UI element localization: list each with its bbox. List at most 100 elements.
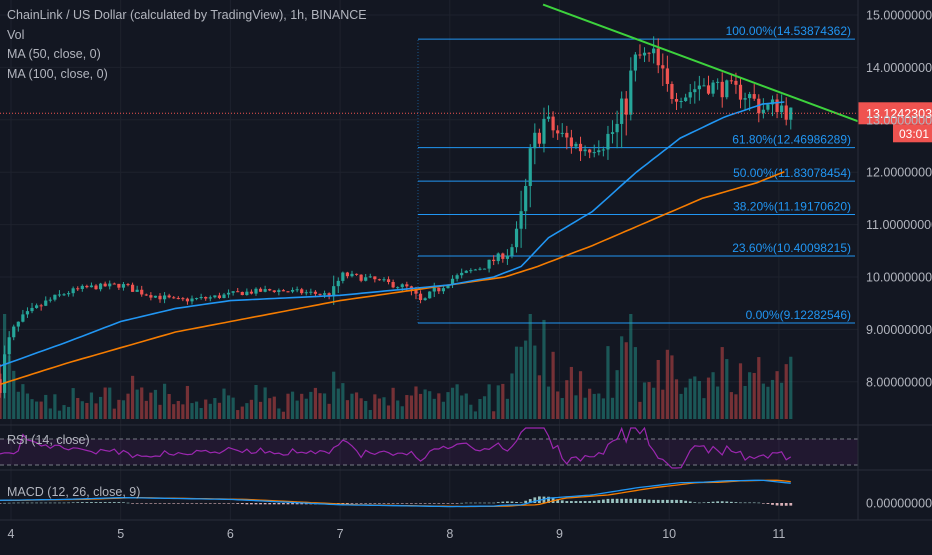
volume-bar bbox=[286, 393, 290, 419]
macd-histogram-bar bbox=[154, 503, 157, 504]
macd-histogram-bar bbox=[771, 503, 774, 505]
macd-histogram-bar bbox=[158, 503, 162, 504]
macd-histogram-bar bbox=[437, 503, 441, 504]
volume-bar bbox=[332, 371, 336, 419]
volume-bar bbox=[684, 387, 688, 419]
macd-histogram-bar bbox=[282, 503, 285, 505]
macd-histogram-bar bbox=[250, 503, 253, 505]
macd-histogram-bar bbox=[784, 503, 788, 506]
candle-body bbox=[446, 284, 450, 289]
volume-bar bbox=[565, 380, 569, 419]
volume-bar bbox=[135, 389, 139, 419]
volume-bar bbox=[482, 396, 487, 419]
candle-body bbox=[702, 85, 706, 87]
macd-histogram-bar bbox=[423, 503, 427, 504]
candle-body bbox=[181, 298, 185, 300]
candle-body bbox=[414, 289, 418, 294]
macd-histogram-bar bbox=[231, 503, 235, 504]
candle-body bbox=[377, 279, 382, 281]
volume-bar bbox=[716, 386, 720, 419]
volume-bar bbox=[158, 404, 162, 419]
candle-body bbox=[738, 84, 743, 100]
candle-body bbox=[194, 298, 199, 300]
macd-axis-label: 0.00000000 bbox=[866, 497, 932, 511]
volume-bar bbox=[642, 382, 647, 419]
macd-histogram-bar bbox=[286, 503, 290, 505]
macd-histogram-bar bbox=[670, 499, 674, 503]
volume-bar bbox=[149, 392, 153, 419]
candle-body bbox=[679, 100, 683, 102]
candle-body bbox=[597, 150, 601, 153]
macd-histogram-bar bbox=[702, 502, 706, 504]
volume-bar bbox=[57, 410, 62, 419]
trendline[interactable] bbox=[542, 3, 862, 124]
volume-bar bbox=[679, 393, 683, 419]
candle-body bbox=[286, 291, 290, 293]
volume-bar bbox=[428, 391, 432, 419]
volume-bar bbox=[743, 385, 747, 419]
candle-body bbox=[318, 293, 322, 295]
volume-bar bbox=[720, 347, 724, 419]
candle-body bbox=[638, 54, 642, 56]
macd-histogram-bar bbox=[579, 501, 582, 503]
volume-bar bbox=[757, 357, 761, 419]
volume-bar bbox=[496, 385, 500, 419]
macd-histogram-bar bbox=[90, 502, 93, 503]
candle-body bbox=[729, 80, 733, 82]
candle-body bbox=[322, 293, 327, 295]
macd-histogram-bar bbox=[473, 502, 477, 504]
candle-body bbox=[400, 284, 404, 288]
volume-bar bbox=[583, 397, 587, 419]
fibonacci-retracement[interactable]: 100.00%(14.53874362) 61.80%(12.46986289) 5… bbox=[417, 24, 855, 324]
macd-histogram-bar bbox=[505, 501, 509, 503]
macd-histogram-bar bbox=[387, 503, 390, 504]
macd-histogram-bar bbox=[277, 503, 281, 505]
candle-body bbox=[222, 294, 226, 299]
candle-body bbox=[153, 295, 158, 298]
volume-bar bbox=[300, 393, 304, 419]
macd-histogram-bar bbox=[112, 502, 116, 503]
candle-body bbox=[327, 293, 331, 297]
time-tick-label: 10 bbox=[662, 527, 676, 541]
price-tick-label: 11.00000000 bbox=[866, 218, 932, 232]
volume-bar bbox=[638, 401, 642, 419]
chart-legend: ChainLink / US Dollar (calculated by Tra… bbox=[7, 6, 367, 84]
ma100-line bbox=[0, 171, 785, 386]
volume-bar bbox=[121, 400, 126, 419]
macd-histogram-bar bbox=[643, 499, 646, 503]
volume-bar bbox=[318, 393, 322, 419]
fib-level-label: 0.00%(9.12282546) bbox=[746, 308, 851, 322]
volume-bar bbox=[313, 387, 318, 419]
resistance-trendline bbox=[542, 3, 862, 124]
volume-bar bbox=[624, 342, 628, 419]
candle-body bbox=[492, 259, 496, 262]
candle-body bbox=[336, 280, 340, 287]
macd-histogram-bar bbox=[85, 502, 89, 503]
volume-bar bbox=[674, 379, 679, 419]
macd-histogram-bar bbox=[652, 499, 656, 503]
candle-body bbox=[103, 283, 107, 287]
macd-histogram-bar bbox=[350, 503, 354, 504]
macd-histogram-bar bbox=[135, 503, 139, 504]
candle-body bbox=[158, 295, 162, 300]
candle-body bbox=[487, 259, 491, 269]
macd-histogram-bar bbox=[442, 503, 445, 504]
candle-body bbox=[473, 269, 477, 271]
volume-bar bbox=[546, 386, 551, 419]
volume-bar bbox=[322, 393, 327, 419]
candle-body bbox=[770, 99, 775, 105]
candle-body bbox=[130, 284, 135, 292]
candle-body bbox=[716, 81, 720, 83]
legend-ma50: MA (50, close, 0) bbox=[7, 47, 101, 61]
macd-histogram-bar bbox=[368, 503, 372, 504]
candle-body bbox=[670, 83, 674, 99]
candle-body bbox=[190, 298, 194, 302]
candle-body bbox=[743, 98, 747, 100]
volume-bar bbox=[199, 407, 203, 419]
macd-histogram-bar bbox=[190, 503, 194, 504]
macd-histogram-bar bbox=[451, 503, 454, 504]
macd-histogram-bar bbox=[739, 502, 742, 504]
candle-body bbox=[263, 289, 267, 292]
time-tick-label: 7 bbox=[337, 527, 344, 541]
